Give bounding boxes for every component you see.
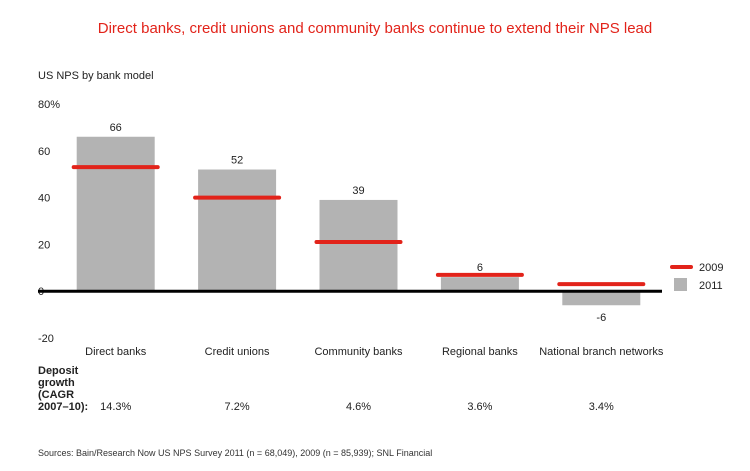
bar-value-label: -6 bbox=[596, 312, 606, 324]
deposit-growth-value: 3.6% bbox=[467, 401, 492, 413]
y-tick-label: 40 bbox=[38, 193, 50, 205]
bar-2011 bbox=[562, 291, 641, 306]
bar-value-labels: 66 52 39 6 -6 bbox=[110, 122, 607, 324]
bar-value-label: 52 bbox=[231, 155, 243, 167]
bar-2011 bbox=[198, 169, 277, 292]
deposit-growth-values: 14.3% 7.2% 4.6% 3.6% 3.4% bbox=[100, 401, 614, 413]
bar-2011 bbox=[76, 136, 155, 292]
category-label: Regional banks bbox=[442, 346, 518, 358]
bar-value-label: 39 bbox=[352, 185, 364, 197]
deposit-growth-label-line: (CAGR bbox=[38, 389, 74, 401]
legend: 2009 2011 bbox=[670, 262, 723, 292]
category-label: National branch networks bbox=[539, 346, 664, 358]
deposit-growth-value: 7.2% bbox=[225, 401, 250, 413]
source-note: Sources: Bain/Research Now US NPS Survey… bbox=[38, 448, 432, 458]
category-label: Credit unions bbox=[205, 346, 270, 358]
legend-2009-label: 2009 bbox=[699, 262, 723, 274]
deposit-growth-label-line: growth bbox=[38, 377, 75, 389]
bar-2011 bbox=[319, 199, 398, 292]
y-tick-label: 60 bbox=[38, 146, 50, 158]
category-label: Community banks bbox=[314, 346, 403, 358]
category-label: Direct banks bbox=[85, 346, 147, 358]
deposit-growth-value: 3.4% bbox=[589, 401, 614, 413]
legend-2011-swatch bbox=[674, 278, 687, 291]
y-tick-label: 80% bbox=[38, 99, 60, 111]
category-labels: Direct banks Credit unions Community banks… bbox=[85, 346, 664, 358]
legend-2011-label: 2011 bbox=[699, 280, 723, 292]
markers-2009 bbox=[71, 165, 646, 287]
bars-2011 bbox=[76, 136, 641, 306]
deposit-growth-value: 4.6% bbox=[346, 401, 371, 413]
chart-title: Direct banks, credit unions and communit… bbox=[98, 20, 652, 37]
y-tick-label: -20 bbox=[38, 333, 54, 345]
y-axis-label: US NPS by bank model bbox=[38, 70, 154, 82]
bar-2011 bbox=[440, 277, 519, 292]
y-axis-ticks: 80%6040200-20 bbox=[38, 99, 60, 345]
bar-value-label: 6 bbox=[477, 262, 483, 274]
deposit-growth-value: 14.3% bbox=[100, 401, 131, 413]
deposit-growth-label-line: 2007–10): bbox=[38, 401, 88, 413]
y-tick-label: 20 bbox=[38, 239, 50, 251]
bar-value-label: 66 bbox=[110, 122, 122, 134]
deposit-growth-label-line: Deposit bbox=[38, 365, 79, 377]
